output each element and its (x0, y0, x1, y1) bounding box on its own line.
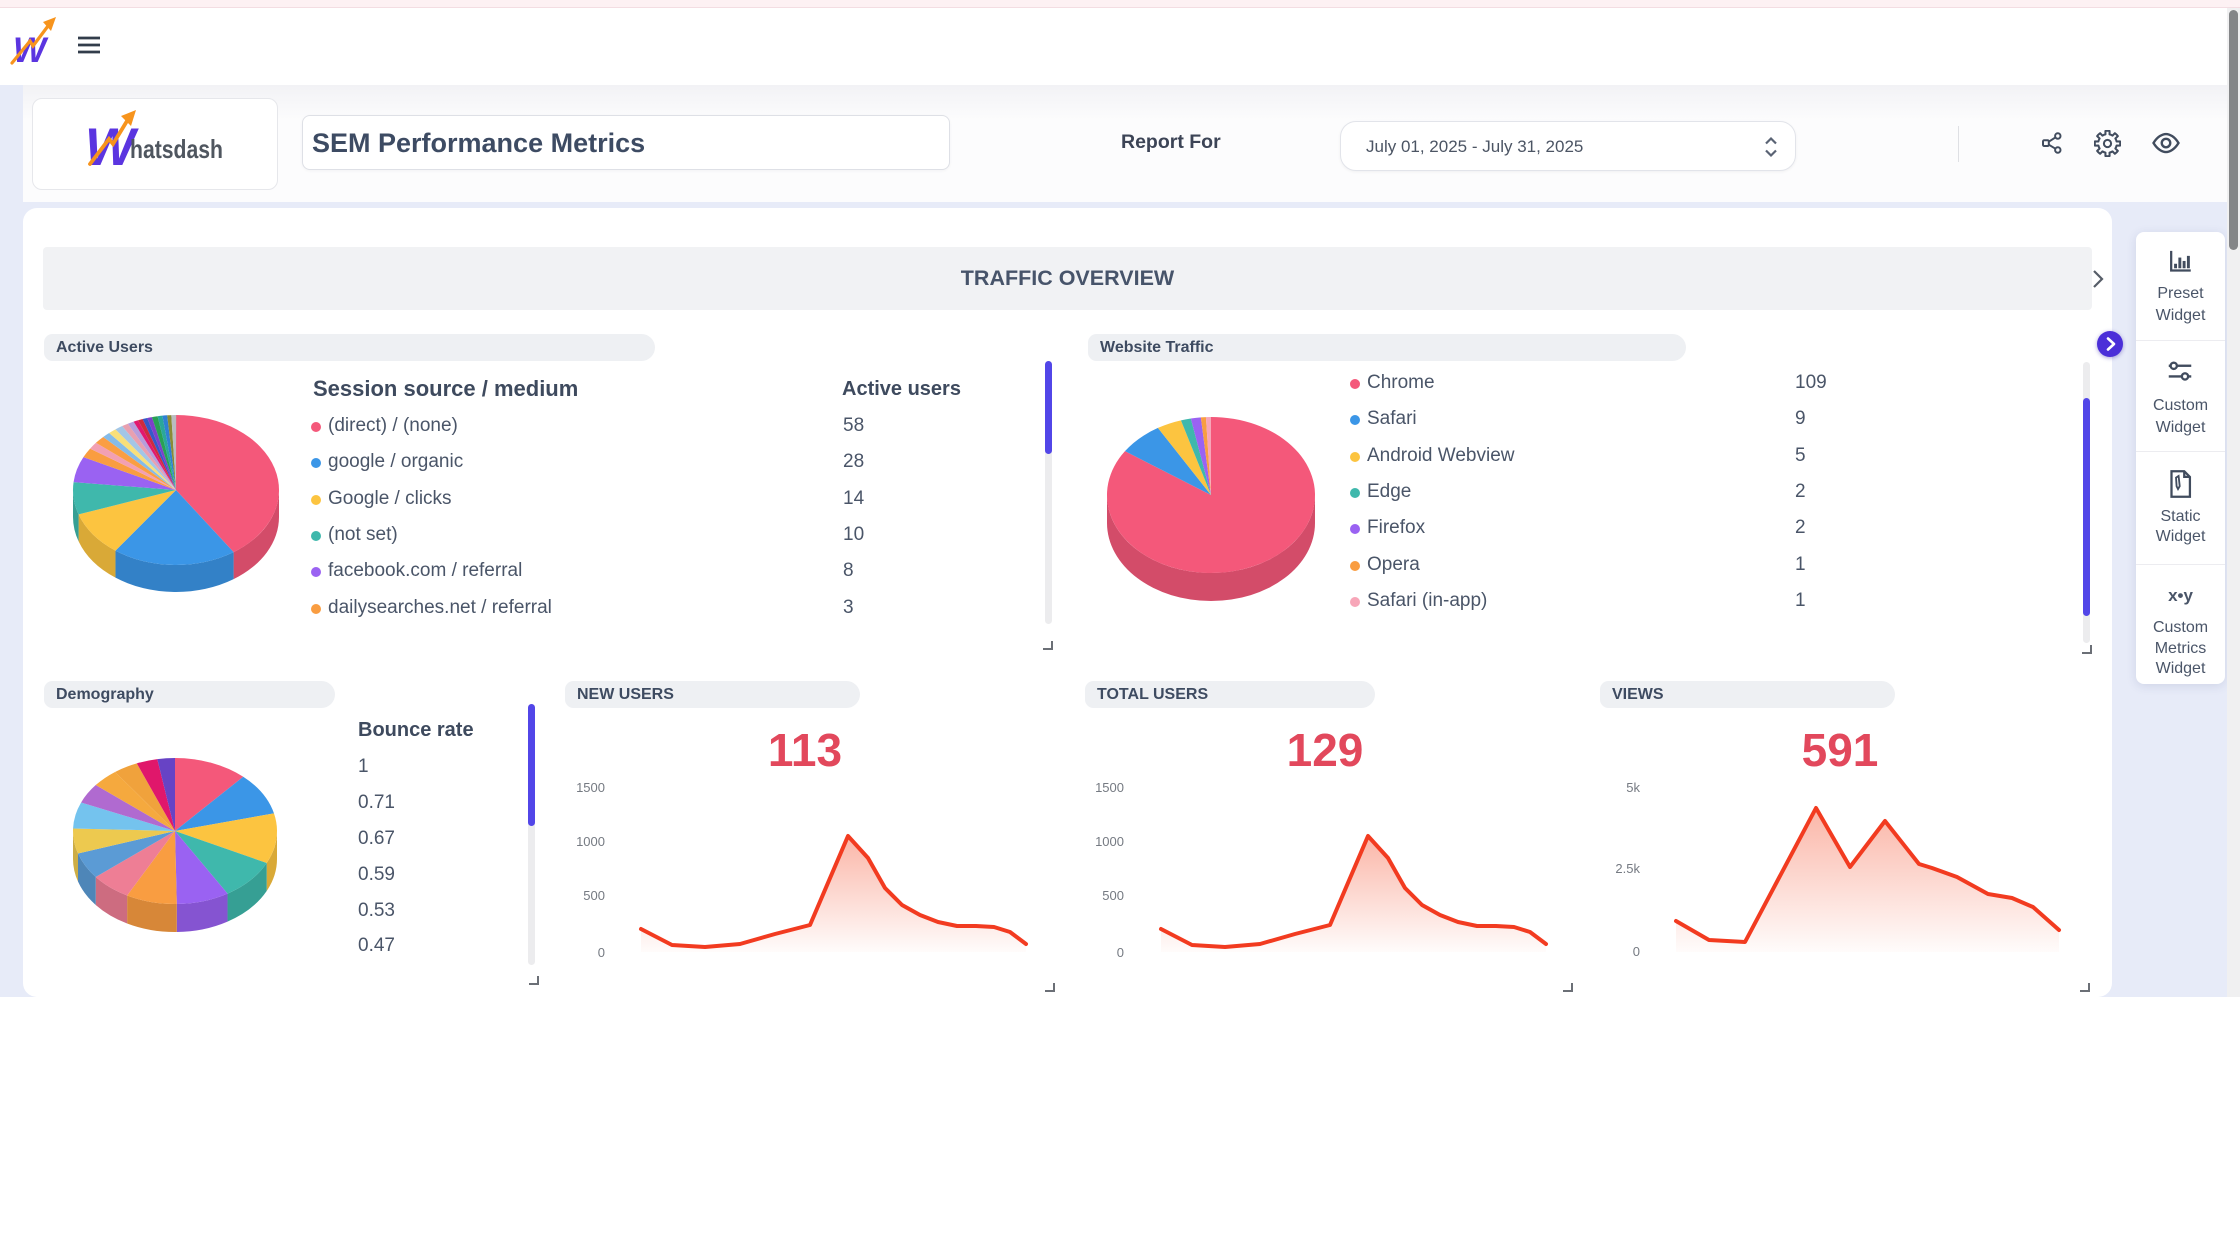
svg-text:W: W (85, 118, 139, 175)
svg-text:W: W (13, 31, 49, 70)
svg-text:hatsdash: hatsdash (130, 134, 223, 164)
